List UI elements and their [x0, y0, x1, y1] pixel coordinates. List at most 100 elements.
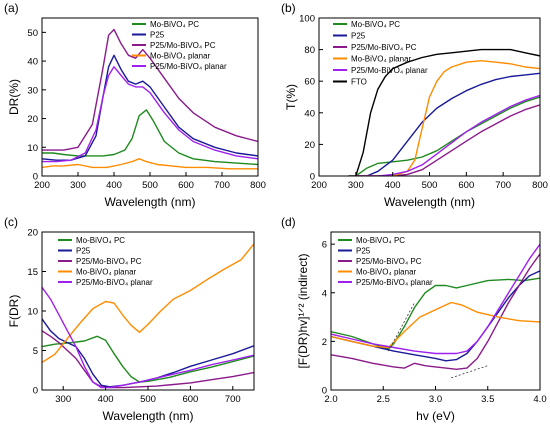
legend-entry: P25 [150, 31, 165, 40]
legend-entry: P25 [351, 32, 366, 41]
series-group [348, 48, 540, 176]
x-tick-label: 700 [214, 180, 230, 191]
legend-entry: P25 [76, 247, 91, 256]
series-line-3 [42, 28, 258, 151]
x-tick-label: 300 [70, 180, 86, 191]
legend-entry: Mo-BiVO₄ PC [351, 20, 400, 29]
legend-entry: Mo-BiVO₄ planar [356, 268, 417, 277]
x-axis-label: Wavelength (nm) [103, 409, 194, 423]
y-axis-label: DR(%) [7, 79, 21, 115]
y-tick-label: 40 [304, 108, 315, 119]
x-tick-label: 500 [140, 394, 156, 405]
y-tick-label: 20 [304, 140, 315, 151]
series-line-2 [42, 54, 258, 161]
legend-entry: P25/Mo-BiVO₄ PC [76, 257, 142, 266]
x-tick-label: 400 [98, 394, 114, 405]
y-tick-label: 10 [27, 143, 38, 154]
legend-entry: P25/Mo-BiVO₄ planar [76, 278, 153, 287]
y-axis-label: [F(DR)hv]¹ᐟ² (indirect) [296, 253, 310, 368]
panel-label: (b) [281, 1, 296, 15]
x-tick-label: 2.0 [324, 394, 337, 405]
y-axis-label: F(DR) [7, 295, 21, 328]
x-tick-label: 700 [225, 394, 241, 405]
y-tick-label: 20 [27, 114, 38, 125]
y-tick-label: 0 [310, 172, 315, 183]
series-line-6 [348, 48, 540, 176]
y-tick-label: 50 [27, 28, 38, 39]
y-tick-label: 0 [33, 386, 38, 397]
series-line-5 [42, 286, 254, 389]
x-tick-label: 4.0 [533, 394, 546, 405]
series-line-4 [355, 60, 540, 176]
y-tick-label: 2 [322, 337, 327, 348]
y-tick-label: 4 [322, 288, 327, 299]
y-axis-label: T(%) [284, 84, 298, 110]
legend-entry: Mo-BiVO₄ PC [150, 20, 199, 29]
series-group [331, 243, 540, 370]
x-axis-label: Wavelength (nm) [105, 195, 196, 209]
x-tick-label: 600 [458, 180, 474, 191]
y-tick-label: 10 [27, 307, 38, 318]
legend-entry: P25/Mo-BiVO₄ planar [356, 278, 433, 287]
x-tick-label: 300 [55, 394, 71, 405]
x-tick-label: 3.5 [481, 394, 494, 405]
legend-entry: FTO [351, 78, 367, 87]
series-line-1 [331, 277, 540, 350]
legend-entry: P25/Mo-BiVO₄ PC [351, 43, 417, 52]
chart-panel-3: (c) 300 400 500 600 700 0 5 10 15 20 Wavelength (nm… [4, 215, 255, 423]
chart-panel-4: (d) 2.0 2.5 3.0 3.5 4.0 0 2 4 6 hv (eV) [F(DR)hv]¹ᐟ… [281, 215, 547, 423]
series-line-3 [355, 104, 540, 176]
panel-label: (d) [281, 215, 296, 229]
y-tick-label: 0 [33, 172, 38, 183]
chart-panel-2: (b) 200 300 400 500 600 700 800 0 20 40 60 80 100 Wave… [281, 1, 548, 209]
tangent-guide [451, 365, 488, 379]
x-axis-label: hv (eV) [416, 409, 455, 423]
chart-panel-1: (a) 200 300 400 500 600 700 800 0 10 20 30 40 50 Wavel… [4, 1, 266, 209]
x-tick-label: 600 [178, 180, 194, 191]
x-tick-label: 800 [532, 180, 548, 191]
series-line-5 [331, 243, 540, 355]
x-tick-label: 2.5 [377, 394, 390, 405]
tangent-guide [388, 302, 415, 352]
x-tick-label: 500 [422, 180, 438, 191]
series-line-4 [42, 243, 254, 363]
plot-frame [41, 231, 255, 391]
x-tick-label: 300 [348, 180, 364, 191]
series-line-1 [42, 109, 258, 166]
x-tick-label: 3.0 [429, 394, 442, 405]
x-tick-label: 700 [495, 180, 511, 191]
series-line-4 [331, 301, 540, 349]
legend-entry: P25 [356, 247, 371, 256]
y-tick-label: 80 [304, 45, 315, 56]
series-group [42, 28, 258, 170]
y-tick-label: 5 [33, 346, 38, 357]
series-line-5 [42, 66, 258, 163]
series-line-3 [42, 330, 254, 389]
series-group [42, 243, 254, 389]
legend-entry: P25/Mo-BiVO₄ planar [150, 62, 227, 71]
y-tick-label: 20 [27, 228, 38, 239]
legend-entry: Mo-BiVO₄ PC [76, 236, 125, 245]
series-line-1 [42, 335, 254, 383]
y-tick-label: 60 [304, 77, 315, 88]
panel-label: (a) [4, 1, 19, 15]
y-tick-label: 6 [322, 240, 327, 251]
legend-entry: Mo-BiVO₄ planar [351, 55, 412, 64]
y-tick-label: 0 [322, 386, 327, 397]
y-tick-label: 40 [27, 57, 38, 68]
x-tick-label: 500 [142, 180, 158, 191]
series-line-2 [355, 72, 540, 176]
legend-entry: Mo-BiVO₄ planar [76, 268, 137, 277]
x-tick-label: 800 [250, 180, 266, 191]
y-tick-label: 15 [27, 267, 38, 278]
legend-entry: Mo-BiVO₄ planar [150, 52, 211, 61]
series-line-2 [42, 318, 254, 388]
series-line-2 [331, 270, 540, 362]
x-axis-label: Wavelength (nm) [384, 195, 475, 209]
panel-label: (c) [4, 215, 18, 229]
x-tick-label: 600 [182, 394, 198, 405]
x-tick-label: 200 [34, 180, 50, 191]
x-tick-label: 200 [311, 180, 327, 191]
y-tick-label: 100 [299, 14, 315, 25]
legend-entry: Mo-BiVO₄ PC [356, 236, 405, 245]
